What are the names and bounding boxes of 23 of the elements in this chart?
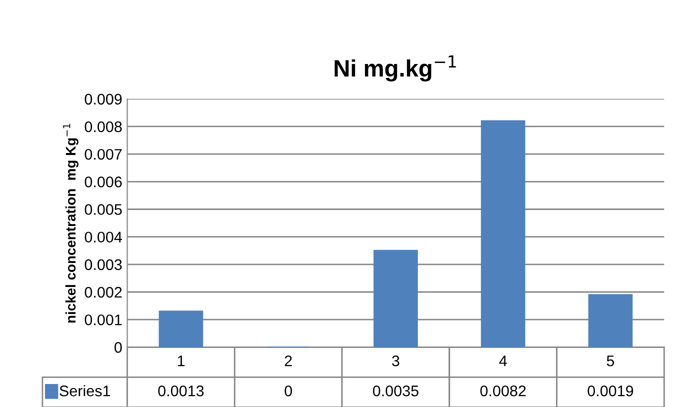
x-tick-label: 5 [606, 356, 614, 366]
y-axis-title: nickel concentration mg Kg$^{−1}$ [63, 124, 78, 323]
y-tick-label: 0.007 [84, 148, 122, 160]
data-label: 0 [284, 386, 292, 396]
chart-title: Ni mg.kg$^{−1}$ [334, 55, 456, 82]
y-tick-label: 0.006 [84, 176, 122, 188]
x-tick-label: 1 [178, 356, 184, 366]
x-tick-label: 3 [392, 355, 400, 366]
y-tick-label: 0 [114, 342, 122, 353]
x-tick-label: 2 [284, 355, 292, 366]
data-label: 0.0035 [372, 386, 418, 396]
y-tick-label: 0.009 [84, 94, 122, 105]
x-tick-label: 4 [499, 356, 507, 366]
y-tick-label: 0.004 [84, 232, 122, 243]
data-label: 0.0082 [480, 386, 526, 396]
y-tick-label: 0.003 [84, 259, 122, 270]
y-tick-label: 0.005 [84, 204, 122, 215]
y-tick-label: 0.008 [84, 121, 122, 132]
data-label: 0.0013 [158, 386, 204, 396]
legend-label: Series1 [60, 385, 110, 396]
y-tick-label: 0.002 [84, 286, 122, 298]
y-tick-label: 0.001 [84, 314, 122, 326]
data-label: 0.0019 [588, 386, 634, 396]
